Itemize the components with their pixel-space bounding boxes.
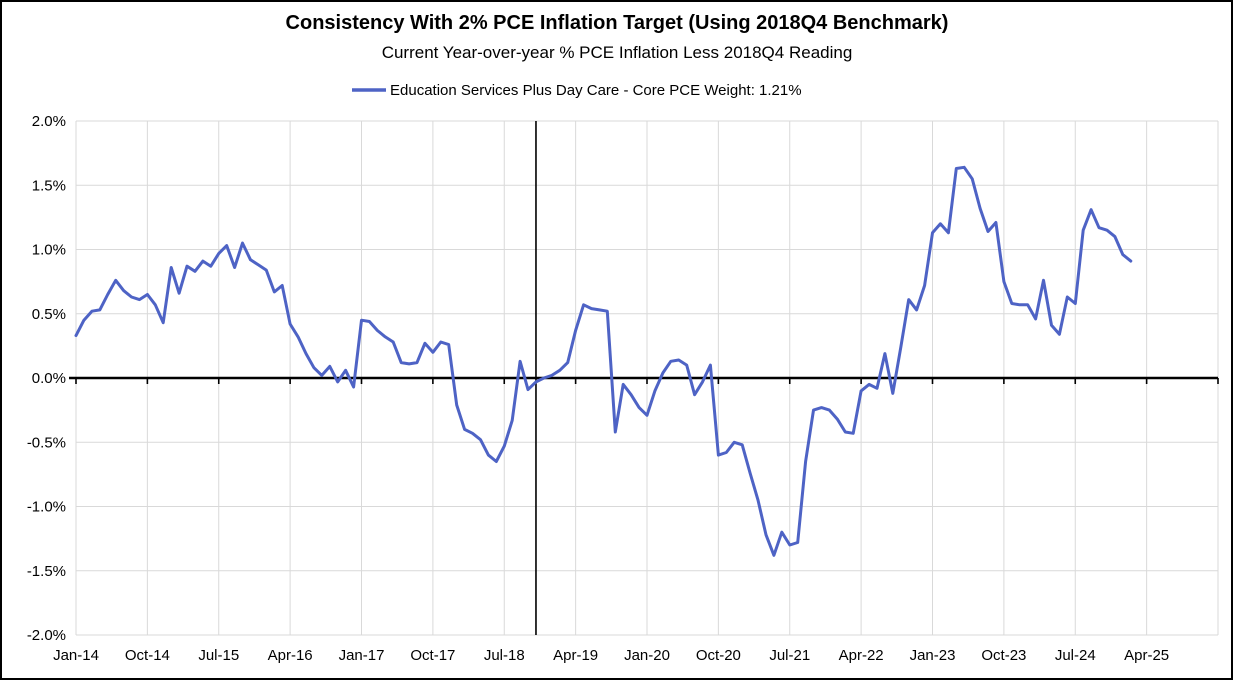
series-group [74, 165, 1133, 557]
y-axis-labels: 2.0% 1.5% 1.0% 0.5% 0.0% -0.5% -1.0% -1.5% -2.0% [27, 113, 66, 644]
series-line-education-services [74, 165, 1133, 557]
y-tick-label: -1.5% [27, 563, 66, 580]
x-tick-label: Jan-14 [53, 647, 99, 664]
y-tick-label: 1.0% [32, 242, 66, 259]
x-tick-label: Apr-16 [268, 647, 313, 664]
x-tick-label: Jan-17 [339, 647, 385, 664]
chart-title: Consistency With 2% PCE Inflation Target… [286, 12, 949, 34]
x-tick-label: Jul-18 [484, 647, 525, 664]
x-tick-label: Jul-15 [198, 647, 239, 664]
x-tick-label: Apr-19 [553, 647, 598, 664]
y-tick-label: -1.0% [27, 499, 66, 516]
y-tick-label: -2.0% [27, 627, 66, 644]
x-axis-labels: Jan-14 Oct-14 Jul-15 Apr-16 Jan-17 Oct-17 Jul-… [53, 647, 1169, 664]
x-tick-label: Oct-23 [981, 647, 1026, 664]
y-tick-label: 0.5% [32, 306, 66, 323]
x-tick-label: Jan-20 [624, 647, 670, 664]
x-tick-label: Jul-21 [769, 647, 810, 664]
x-tick-label: Apr-25 [1124, 647, 1169, 664]
legend: Education Services Plus Day Care - Core … [352, 82, 802, 99]
chart-subtitle: Current Year-over-year % PCE Inflation L… [382, 43, 853, 62]
x-tick-label: Oct-20 [696, 647, 741, 664]
y-tick-label: 2.0% [32, 113, 66, 130]
y-tick-label: 1.5% [32, 177, 66, 194]
y-tick-label: 0.0% [32, 370, 66, 387]
legend-label: Education Services Plus Day Care - Core … [390, 82, 802, 99]
x-tick-label: Oct-14 [125, 647, 170, 664]
y-tick-label: -0.5% [27, 434, 66, 451]
axes [69, 121, 1219, 635]
x-tick-label: Oct-17 [410, 647, 455, 664]
x-tick-label: Apr-22 [839, 647, 884, 664]
x-tick-label: Jul-24 [1055, 647, 1096, 664]
x-tick-label: Jan-23 [910, 647, 956, 664]
